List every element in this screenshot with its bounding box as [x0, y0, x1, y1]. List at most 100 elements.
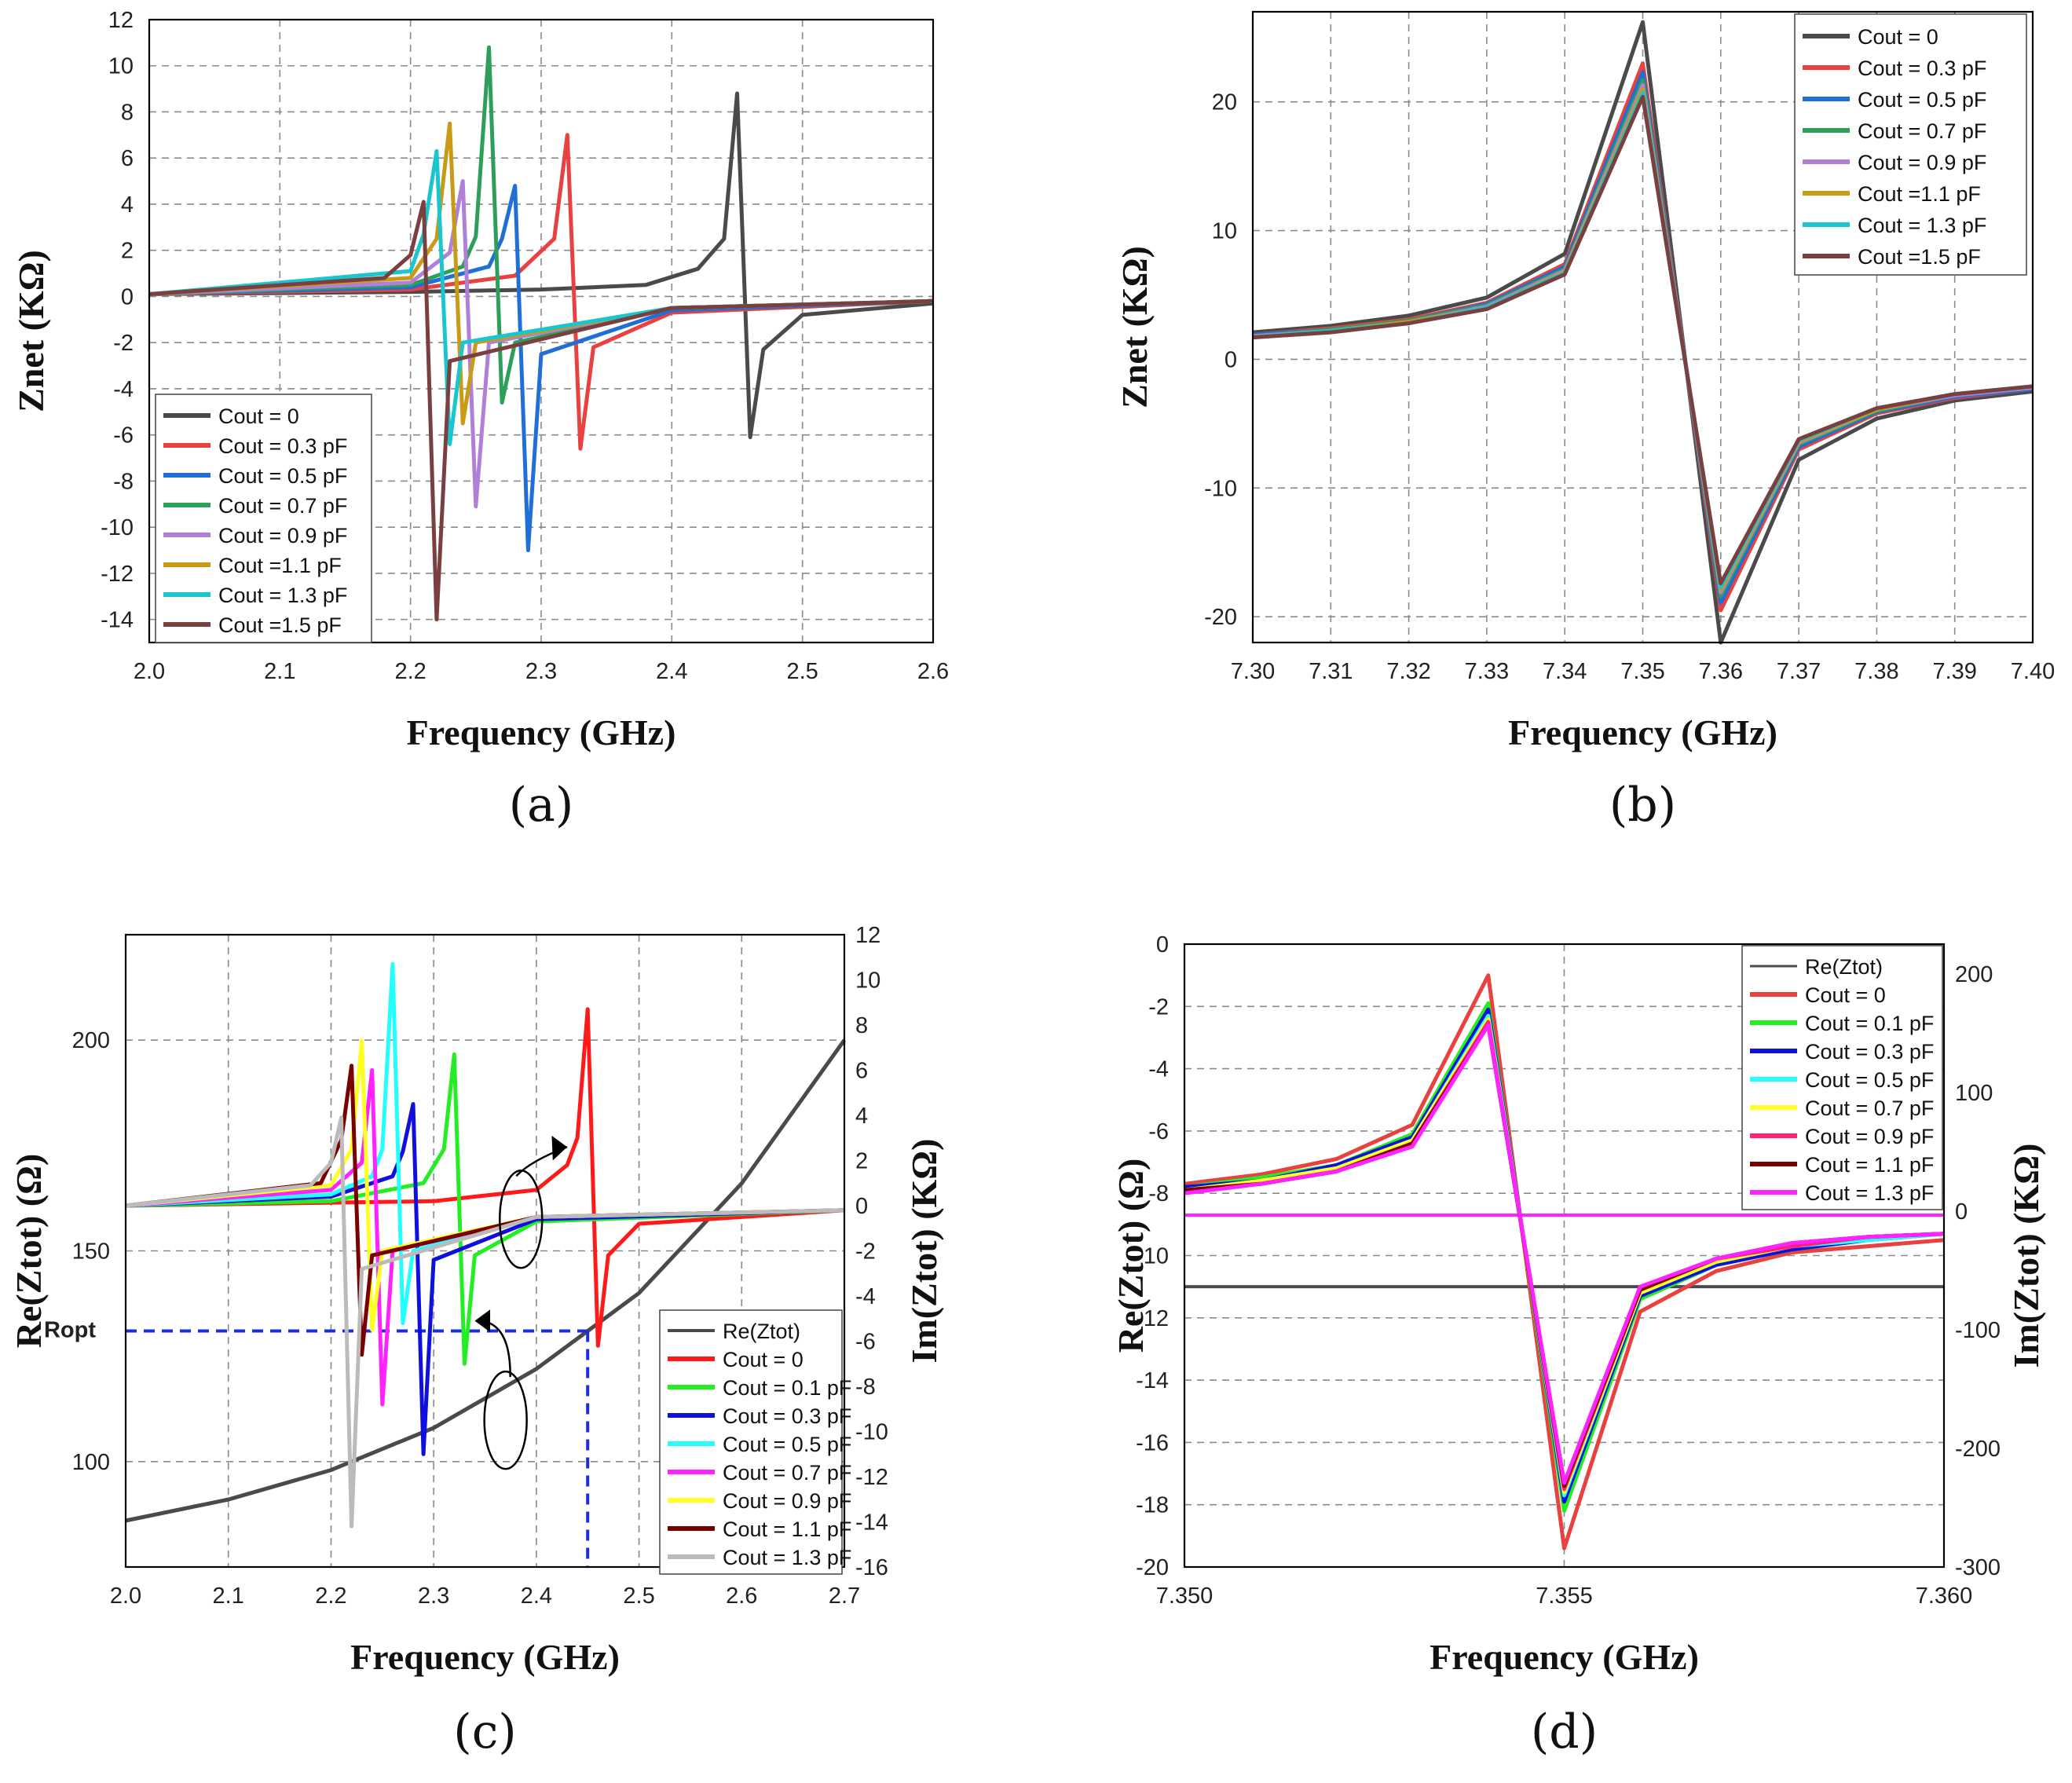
y-tick-label: -2: [113, 331, 134, 356]
y-left-tick-label: 200: [72, 1028, 110, 1053]
legend-label: Cout = 0.5 pF: [1858, 88, 1986, 112]
x-tick-label: 7.38: [1854, 659, 1898, 684]
y-right-tick-label: -4: [855, 1284, 876, 1309]
series-line-2: [148, 184, 934, 552]
x-axis-label: Frequency (GHz): [1508, 712, 1777, 752]
x-axis-label: Frequency (GHz): [350, 1637, 620, 1677]
legend-label: Cout = 0: [218, 405, 299, 428]
y-tick-label: -20: [1204, 605, 1237, 630]
im-series-line-0: [1184, 973, 1945, 1551]
y-left-tick-label: -2: [1148, 994, 1169, 1020]
legend-label: Cout = 0: [1858, 25, 1938, 49]
x-tick-label: 2.2: [395, 659, 426, 684]
legend-label: Cout = 0.5 pF: [723, 1433, 851, 1456]
x-tick-label: 7.36: [1699, 659, 1743, 684]
y-tick-label: -6: [113, 423, 134, 448]
x-tick-label: 2.5: [623, 1583, 654, 1609]
x-tick-label: 2.3: [525, 659, 557, 684]
y-left-tick-label: -6: [1148, 1119, 1169, 1144]
legend-label: Cout = 1.3 pF: [1805, 1181, 1934, 1205]
series-line-7: [1252, 94, 2034, 586]
y-left-tick-label: -18: [1136, 1493, 1169, 1518]
y-right-tick-label: 0: [855, 1194, 868, 1219]
legend-label: Cout = 0.9 pF: [723, 1489, 851, 1513]
legend-label: Cout = 1.3 pF: [723, 1546, 851, 1569]
legend-label: Cout =1.1 pF: [1858, 182, 1981, 206]
legend-label: Cout = 1.3 pF: [218, 584, 347, 607]
y-right-tick-label: -6: [855, 1330, 876, 1355]
panel-label: (a): [509, 778, 574, 833]
im-series-line-7: [125, 1115, 845, 1529]
legend-label: Cout = 0.1 pF: [723, 1376, 851, 1400]
y-right-axis-label: Im(Ztot) (KΩ): [904, 1139, 944, 1364]
x-tick-label: 7.31: [1309, 659, 1353, 684]
series-line-1: [148, 133, 934, 451]
y-tick-label: 0: [121, 284, 134, 309]
y-tick-label: -14: [101, 608, 134, 633]
x-tick-label: 2.6: [726, 1583, 757, 1609]
x-tick-label: 7.32: [1386, 659, 1430, 684]
arrow-head-right: [551, 1135, 568, 1161]
x-tick-label: 7.34: [1543, 659, 1587, 684]
y-tick-label: 10: [108, 54, 134, 79]
legend-label: Cout = 0.7 pF: [723, 1461, 851, 1485]
legend-label: Cout = 0.9 pF: [1805, 1125, 1934, 1148]
legend-label: Cout = 0.5 pF: [1805, 1068, 1934, 1092]
legend-a-box: [155, 394, 372, 643]
x-tick-label: 2.2: [315, 1583, 346, 1609]
y-right-tick-label: 8: [855, 1013, 868, 1038]
x-tick-label: 2.4: [656, 659, 687, 684]
y-tick-label: 8: [121, 100, 134, 125]
x-tick-label: 2.7: [829, 1583, 860, 1609]
y-right-tick-label: -200: [1955, 1437, 2001, 1462]
arrow-head-left: [474, 1309, 491, 1332]
y-tick-label: 20: [1212, 90, 1237, 115]
y-left-tick-label: -4: [1148, 1057, 1169, 1082]
x-tick-label: 7.33: [1465, 659, 1509, 684]
y-axis-label: Znet (KΩ): [11, 250, 51, 412]
y-right-tick-label: 10: [855, 968, 880, 994]
y-tick-label: 12: [108, 8, 134, 33]
x-tick-label: 7.37: [1777, 659, 1821, 684]
panel-label: (c): [453, 1704, 516, 1759]
y-left-tick-label: -20: [1136, 1555, 1169, 1580]
ropt-label: Ropt: [44, 1317, 96, 1342]
legend-b-box: [1794, 13, 2027, 276]
y-tick-label: 0: [1225, 347, 1237, 372]
x-axis-label: Frequency (GHz): [407, 712, 676, 752]
panel-label: (d): [1531, 1704, 1598, 1759]
x-tick-label: 7.40: [2011, 659, 2055, 684]
y-right-tick-label: -2: [855, 1239, 876, 1265]
y-tick-label: -10: [101, 515, 134, 540]
y-right-tick-label: 12: [855, 923, 880, 948]
legend-label: Cout = 0: [723, 1348, 804, 1371]
y-left-axis-label: Re(Ztot) (Ω): [9, 1154, 49, 1349]
plot-frame: [148, 18, 935, 644]
legend-label: Cout = 0.5 pF: [218, 464, 347, 488]
x-tick-label: 7.30: [1231, 659, 1275, 684]
x-tick-label: 7.350: [1156, 1583, 1214, 1609]
im-series-line-2: [125, 1102, 845, 1456]
legend-label: Cout =1.1 pF: [218, 554, 342, 577]
legend-label: Cout = 0.3 pF: [1805, 1040, 1934, 1064]
plot-frame: [1251, 10, 2034, 644]
y-right-tick-label: 100: [1955, 1081, 1993, 1106]
series-line-7: [148, 200, 934, 622]
legend-label: Cout = 0: [1805, 983, 1886, 1007]
x-tick-label: 2.5: [787, 659, 818, 684]
y-left-tick-label: 100: [72, 1450, 110, 1475]
y-left-tick-label: -16: [1136, 1430, 1169, 1455]
re-ztot-curve: [125, 1038, 847, 1523]
legend-label: Cout = 0.7 pF: [218, 494, 347, 518]
annotation-ellipse-left: [483, 1370, 528, 1470]
y-right-tick-label: -8: [855, 1375, 876, 1400]
im-series-line-0: [125, 1007, 845, 1348]
y-right-tick-label: -300: [1955, 1555, 2001, 1580]
im-series-line-1: [125, 1052, 845, 1366]
annotation-arrow-left: [479, 1320, 511, 1378]
y-tick-label: -10: [1204, 476, 1237, 501]
y-right-tick-label: 200: [1955, 962, 1993, 987]
y-right-tick-label: 4: [855, 1104, 868, 1129]
chart-panel-d: 7.350 7.355 7.360 0 -2 -4 -6 -8 -10 -12 -14 -16 -18 -…: [1111, 932, 2046, 1759]
